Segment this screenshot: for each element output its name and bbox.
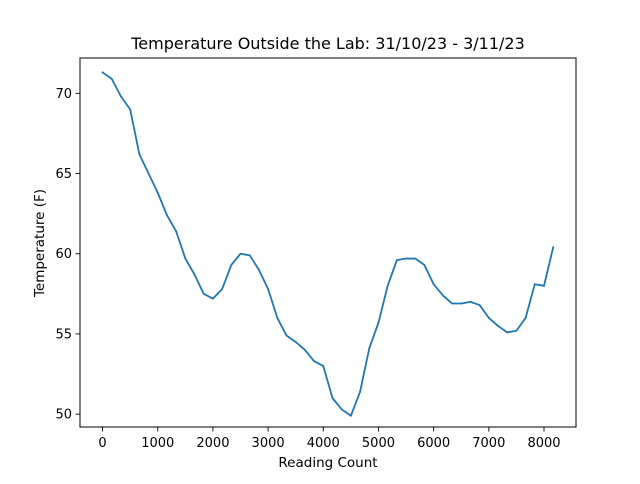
data-point [110, 77, 113, 80]
data-point [294, 341, 297, 343]
data-point [469, 300, 472, 303]
data-point [212, 297, 214, 300]
data-point [202, 292, 205, 295]
x-tick-label: 3000 [252, 436, 285, 451]
data-point [543, 284, 545, 287]
y-tick-label: 50 [55, 408, 72, 423]
data-point [166, 214, 168, 217]
y-tick-label: 65 [55, 167, 72, 182]
y-tick-label: 60 [55, 247, 72, 262]
data-point [239, 252, 242, 255]
data-point [377, 321, 380, 324]
data-point [156, 191, 159, 194]
y-axis-ticks: 50 55 60 65 70 [55, 87, 80, 423]
data-point [101, 71, 104, 74]
data-point [368, 347, 371, 350]
data-point [129, 108, 132, 111]
x-axis-ticks: 0 1000 2000 3000 4000 5000 6000 7000 8000 [98, 427, 561, 451]
data-point [267, 288, 270, 290]
data-point [257, 268, 260, 271]
data-point [359, 390, 361, 393]
y-axis-label: Temperature (F) [32, 189, 48, 298]
x-tick-label: 4000 [307, 436, 340, 451]
data-point [120, 95, 122, 98]
data-point [451, 302, 453, 305]
x-tick-label: 5000 [362, 436, 395, 451]
data-point [478, 304, 481, 306]
x-tick-label: 2000 [196, 436, 229, 451]
data-point [487, 317, 490, 319]
data-point [506, 331, 509, 334]
data-point [386, 284, 389, 287]
data-point [349, 414, 352, 417]
data-point [248, 254, 251, 257]
data-point [533, 283, 536, 286]
data-point [395, 259, 398, 262]
data-point [193, 273, 196, 276]
data-point [524, 317, 527, 319]
data-point [331, 397, 334, 400]
x-tick-label: 7000 [472, 436, 505, 451]
data-point [285, 334, 288, 337]
x-tick-label: 1000 [141, 436, 174, 451]
data-point [175, 230, 178, 233]
y-tick-label: 55 [55, 327, 72, 342]
y-tick-label: 70 [55, 87, 72, 102]
data-point [460, 302, 463, 305]
data-point [414, 257, 417, 260]
x-axis-label: Reading Count [278, 455, 377, 471]
data-point [432, 283, 435, 286]
data-point [405, 257, 407, 260]
data-point [322, 365, 325, 367]
data-point [304, 349, 306, 351]
x-tick-label: 0 [98, 436, 106, 451]
data-point [313, 360, 315, 363]
data-point [184, 257, 187, 260]
x-tick-label: 6000 [417, 436, 450, 451]
data-point [515, 329, 518, 332]
data-point [552, 246, 555, 249]
temperature-series-line [101, 71, 555, 417]
plot-area [101, 71, 555, 417]
x-tick-label: 8000 [527, 436, 560, 451]
chart-title: Temperature Outside the Lab: 31/10/23 - … [130, 34, 525, 53]
data-point [276, 317, 279, 319]
data-point [221, 288, 224, 290]
data-point [138, 153, 141, 156]
data-point [497, 325, 499, 327]
axes-frame [79, 57, 577, 428]
data-point [230, 264, 233, 266]
data-point [340, 408, 343, 411]
data-point [147, 172, 150, 175]
data-point [423, 264, 426, 266]
data-point [441, 294, 444, 297]
